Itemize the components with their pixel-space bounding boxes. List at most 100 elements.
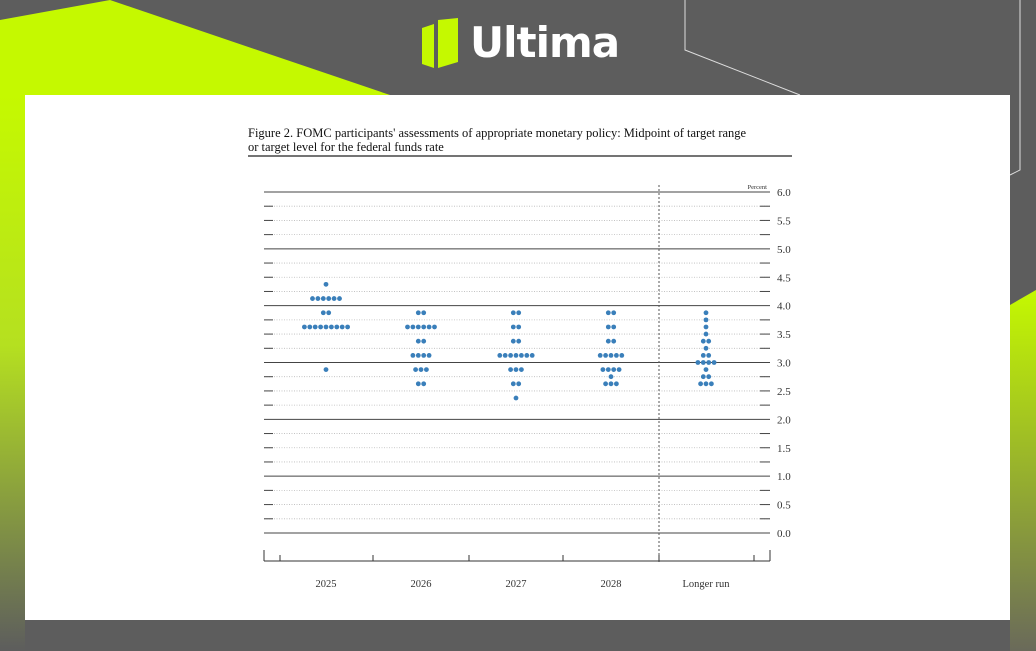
decor-line bbox=[1009, 0, 1021, 176]
x-category-label: Longer run bbox=[683, 579, 731, 590]
participant-dot bbox=[695, 360, 701, 365]
participant-dot bbox=[516, 310, 522, 316]
participant-dot bbox=[614, 381, 619, 387]
participant-dot bbox=[706, 338, 712, 344]
participant-dot bbox=[605, 338, 611, 344]
logo-mark-icon bbox=[422, 18, 458, 68]
participant-dot bbox=[529, 352, 535, 358]
participant-dot bbox=[711, 360, 717, 365]
x-category-label: 2027 bbox=[506, 579, 527, 590]
participant-dot bbox=[426, 324, 432, 330]
y-tick-label: 5.0 bbox=[777, 244, 791, 256]
title-line-2: or target level for the federal funds ra… bbox=[248, 140, 444, 154]
participant-dot bbox=[516, 381, 522, 387]
y-tick-label: 4.0 bbox=[777, 301, 791, 313]
y-tick-label: 0.5 bbox=[777, 500, 791, 512]
participant-dot bbox=[706, 352, 712, 358]
participant-dot bbox=[326, 310, 332, 316]
participant-dot bbox=[703, 310, 709, 316]
participant-dot bbox=[698, 381, 703, 387]
participant-dot bbox=[307, 324, 313, 330]
participant-dot bbox=[339, 324, 345, 330]
participant-dot bbox=[410, 352, 416, 358]
participant-dot bbox=[513, 395, 519, 401]
participant-dot bbox=[345, 324, 350, 330]
participant-dot bbox=[337, 296, 342, 301]
participant-dot bbox=[519, 352, 524, 358]
participant-dot bbox=[516, 338, 522, 344]
participant-dot bbox=[605, 324, 611, 330]
participant-dot bbox=[510, 310, 516, 316]
participant-dot bbox=[405, 324, 410, 330]
x-category-label: 2025 bbox=[316, 579, 337, 590]
participant-dot bbox=[608, 352, 614, 358]
participant-dot bbox=[603, 381, 608, 387]
participant-dot bbox=[603, 352, 608, 358]
participant-dot bbox=[703, 345, 709, 351]
participant-dot bbox=[502, 352, 508, 358]
y-tick-label: 1.0 bbox=[777, 471, 791, 483]
participant-dot bbox=[510, 338, 516, 344]
participant-dot bbox=[326, 296, 332, 301]
participant-dot bbox=[611, 367, 617, 373]
participant-dot bbox=[611, 310, 617, 316]
y-tick-label: 6.0 bbox=[777, 187, 791, 199]
y-axis-label: Percent bbox=[748, 184, 768, 191]
participant-dot bbox=[312, 324, 318, 330]
participant-dot bbox=[331, 296, 337, 301]
participant-dot bbox=[415, 338, 421, 344]
decor-line bbox=[684, 0, 801, 96]
participant-dot bbox=[703, 324, 709, 330]
brand-name: Ultima bbox=[470, 18, 620, 67]
participant-dot bbox=[421, 381, 427, 387]
participant-dot bbox=[421, 310, 427, 316]
y-tick-label: 4.5 bbox=[777, 272, 791, 284]
participant-dot bbox=[421, 338, 427, 344]
participant-dot bbox=[703, 331, 709, 337]
participant-dot bbox=[703, 381, 709, 387]
x-category-label: 2026 bbox=[411, 579, 432, 590]
participant-dot bbox=[497, 352, 503, 358]
participant-dot bbox=[597, 352, 603, 358]
participant-dot bbox=[524, 352, 530, 358]
participant-dot bbox=[513, 352, 519, 358]
participant-dot bbox=[703, 317, 709, 323]
y-tick-label: 3.0 bbox=[777, 358, 791, 370]
participant-dot bbox=[421, 324, 427, 330]
participant-dot bbox=[619, 352, 625, 358]
participant-dot bbox=[709, 381, 714, 387]
participant-dot bbox=[510, 381, 516, 387]
participant-dot bbox=[616, 367, 622, 373]
participant-dot bbox=[424, 367, 429, 373]
participant-dot bbox=[334, 324, 340, 330]
participant-dot bbox=[608, 374, 614, 380]
participant-dot bbox=[418, 367, 424, 373]
participant-dot bbox=[415, 310, 421, 316]
participant-dot bbox=[320, 310, 326, 316]
participant-dot bbox=[315, 296, 321, 301]
participant-dot bbox=[700, 374, 706, 380]
participant-dot bbox=[605, 367, 611, 373]
participant-dot bbox=[703, 367, 709, 373]
participant-dot bbox=[410, 324, 416, 330]
participant-dot bbox=[323, 324, 329, 330]
participant-dot bbox=[329, 324, 334, 330]
participant-dot bbox=[706, 374, 712, 380]
participant-dot bbox=[302, 324, 307, 330]
x-category-label: 2028 bbox=[601, 579, 622, 590]
figure-title: Figure 2. FOMC participants' assessments… bbox=[248, 126, 793, 154]
participant-dot bbox=[614, 352, 619, 358]
participant-dot bbox=[426, 352, 432, 358]
participant-dot bbox=[415, 352, 421, 358]
participant-dot bbox=[516, 324, 522, 330]
participant-dot bbox=[432, 324, 437, 330]
participant-dot bbox=[611, 338, 617, 344]
participant-dot bbox=[700, 338, 706, 344]
participant-dot bbox=[611, 324, 617, 330]
participant-dot bbox=[323, 367, 329, 373]
participant-dot bbox=[605, 310, 611, 316]
y-tick-label: 1.5 bbox=[777, 443, 791, 455]
participant-dot bbox=[320, 296, 326, 301]
